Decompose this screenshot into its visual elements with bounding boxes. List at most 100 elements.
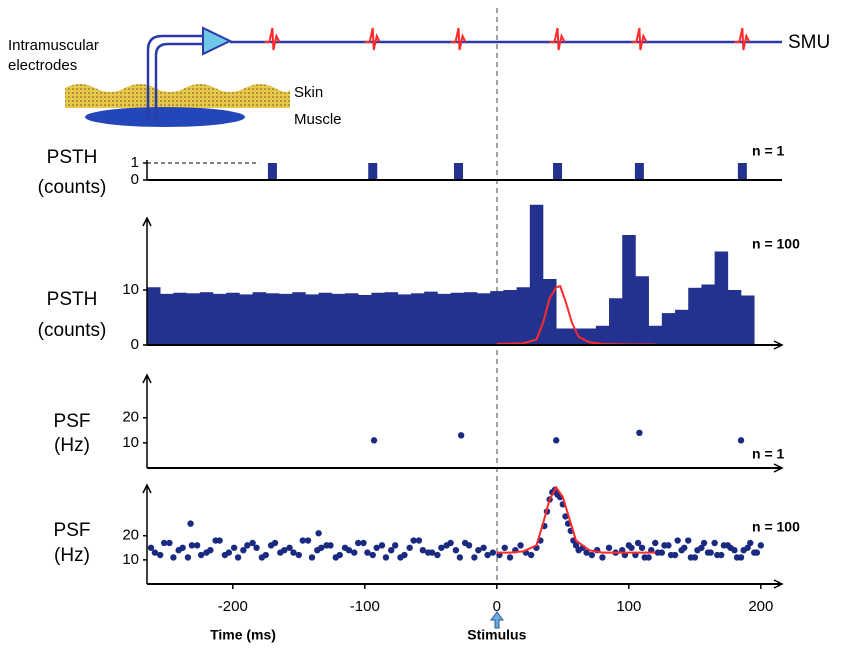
bar bbox=[199, 292, 214, 345]
point bbox=[327, 542, 334, 549]
point bbox=[373, 544, 380, 551]
point bbox=[714, 551, 721, 559]
axis-arrow bbox=[773, 463, 784, 473]
bar bbox=[318, 292, 333, 345]
spike bbox=[549, 27, 566, 51]
bar bbox=[371, 292, 385, 345]
point bbox=[225, 549, 233, 556]
point bbox=[336, 551, 343, 559]
point bbox=[674, 537, 681, 544]
point bbox=[456, 554, 464, 561]
y-axis-label: (Hz) bbox=[54, 435, 90, 456]
label: Skin bbox=[294, 84, 323, 101]
point bbox=[757, 542, 765, 549]
bar bbox=[450, 292, 465, 345]
bar bbox=[397, 294, 412, 345]
bar bbox=[741, 295, 755, 345]
point bbox=[160, 539, 168, 547]
bar bbox=[454, 163, 464, 180]
annotation: n = 1 bbox=[752, 446, 785, 462]
point bbox=[230, 544, 238, 551]
label: SMU bbox=[788, 32, 830, 53]
bar bbox=[279, 293, 293, 345]
point bbox=[345, 546, 353, 554]
bar bbox=[265, 293, 280, 345]
bar bbox=[424, 291, 438, 345]
bar bbox=[635, 276, 649, 345]
point bbox=[465, 542, 473, 549]
y-axis-label: PSF bbox=[54, 411, 91, 432]
bar bbox=[477, 293, 491, 345]
annotation: n = 1 bbox=[752, 143, 785, 159]
bar bbox=[437, 293, 451, 345]
axis-arrow bbox=[142, 373, 152, 384]
bar bbox=[622, 235, 636, 345]
annotation: n = 100 bbox=[752, 519, 800, 535]
bar bbox=[529, 204, 544, 345]
bar bbox=[553, 163, 563, 180]
bar bbox=[609, 298, 623, 345]
point bbox=[707, 549, 714, 556]
bar bbox=[252, 292, 267, 345]
point bbox=[166, 539, 173, 547]
bar bbox=[463, 292, 478, 345]
point bbox=[184, 554, 192, 561]
bar bbox=[701, 284, 715, 345]
stimulus-arrow bbox=[490, 611, 504, 629]
point bbox=[419, 546, 427, 554]
x-tick-label: 100 bbox=[616, 598, 641, 615]
point bbox=[170, 554, 177, 561]
point bbox=[351, 549, 358, 556]
point bbox=[370, 437, 378, 444]
point bbox=[299, 537, 306, 544]
bar bbox=[267, 163, 277, 180]
electrode bbox=[154, 42, 205, 120]
point bbox=[355, 539, 362, 547]
bar bbox=[543, 279, 557, 345]
spike bbox=[734, 27, 751, 51]
point bbox=[428, 549, 436, 556]
bar bbox=[516, 287, 531, 345]
point bbox=[501, 544, 508, 551]
point bbox=[391, 542, 399, 549]
point bbox=[506, 554, 514, 561]
y-axis-label: PSTH bbox=[47, 289, 98, 310]
point bbox=[364, 549, 371, 556]
point bbox=[599, 554, 606, 561]
bar bbox=[384, 292, 399, 345]
bar bbox=[503, 290, 517, 345]
bar bbox=[358, 294, 372, 345]
point bbox=[634, 539, 642, 547]
spike bbox=[450, 27, 467, 51]
point bbox=[197, 551, 205, 559]
point bbox=[457, 432, 465, 439]
point bbox=[480, 544, 487, 551]
setup-diagram: Intramuscular electrodes Skin Muscle SMU bbox=[8, 26, 830, 128]
point bbox=[434, 551, 441, 559]
point bbox=[484, 551, 491, 559]
point bbox=[240, 546, 247, 554]
point bbox=[410, 537, 417, 544]
bar bbox=[688, 287, 702, 345]
y-tick-label: 0 bbox=[131, 336, 139, 353]
y-tick-label: 10 bbox=[122, 281, 139, 298]
point bbox=[244, 542, 251, 549]
point bbox=[753, 549, 761, 556]
y-axis-label: (counts) bbox=[38, 177, 107, 198]
bar bbox=[569, 328, 583, 345]
point bbox=[727, 544, 734, 551]
point bbox=[583, 549, 590, 556]
y-axis-label: PSTH bbox=[47, 147, 98, 168]
point bbox=[290, 549, 297, 556]
point bbox=[527, 551, 535, 559]
point bbox=[438, 544, 445, 551]
bar bbox=[368, 163, 378, 180]
point bbox=[720, 542, 728, 549]
bar bbox=[173, 292, 187, 345]
y-axis-label: (counts) bbox=[38, 320, 107, 341]
axis-arrow bbox=[142, 483, 152, 494]
point bbox=[304, 537, 312, 544]
y-tick-label: 20 bbox=[122, 527, 139, 544]
point bbox=[628, 544, 635, 551]
